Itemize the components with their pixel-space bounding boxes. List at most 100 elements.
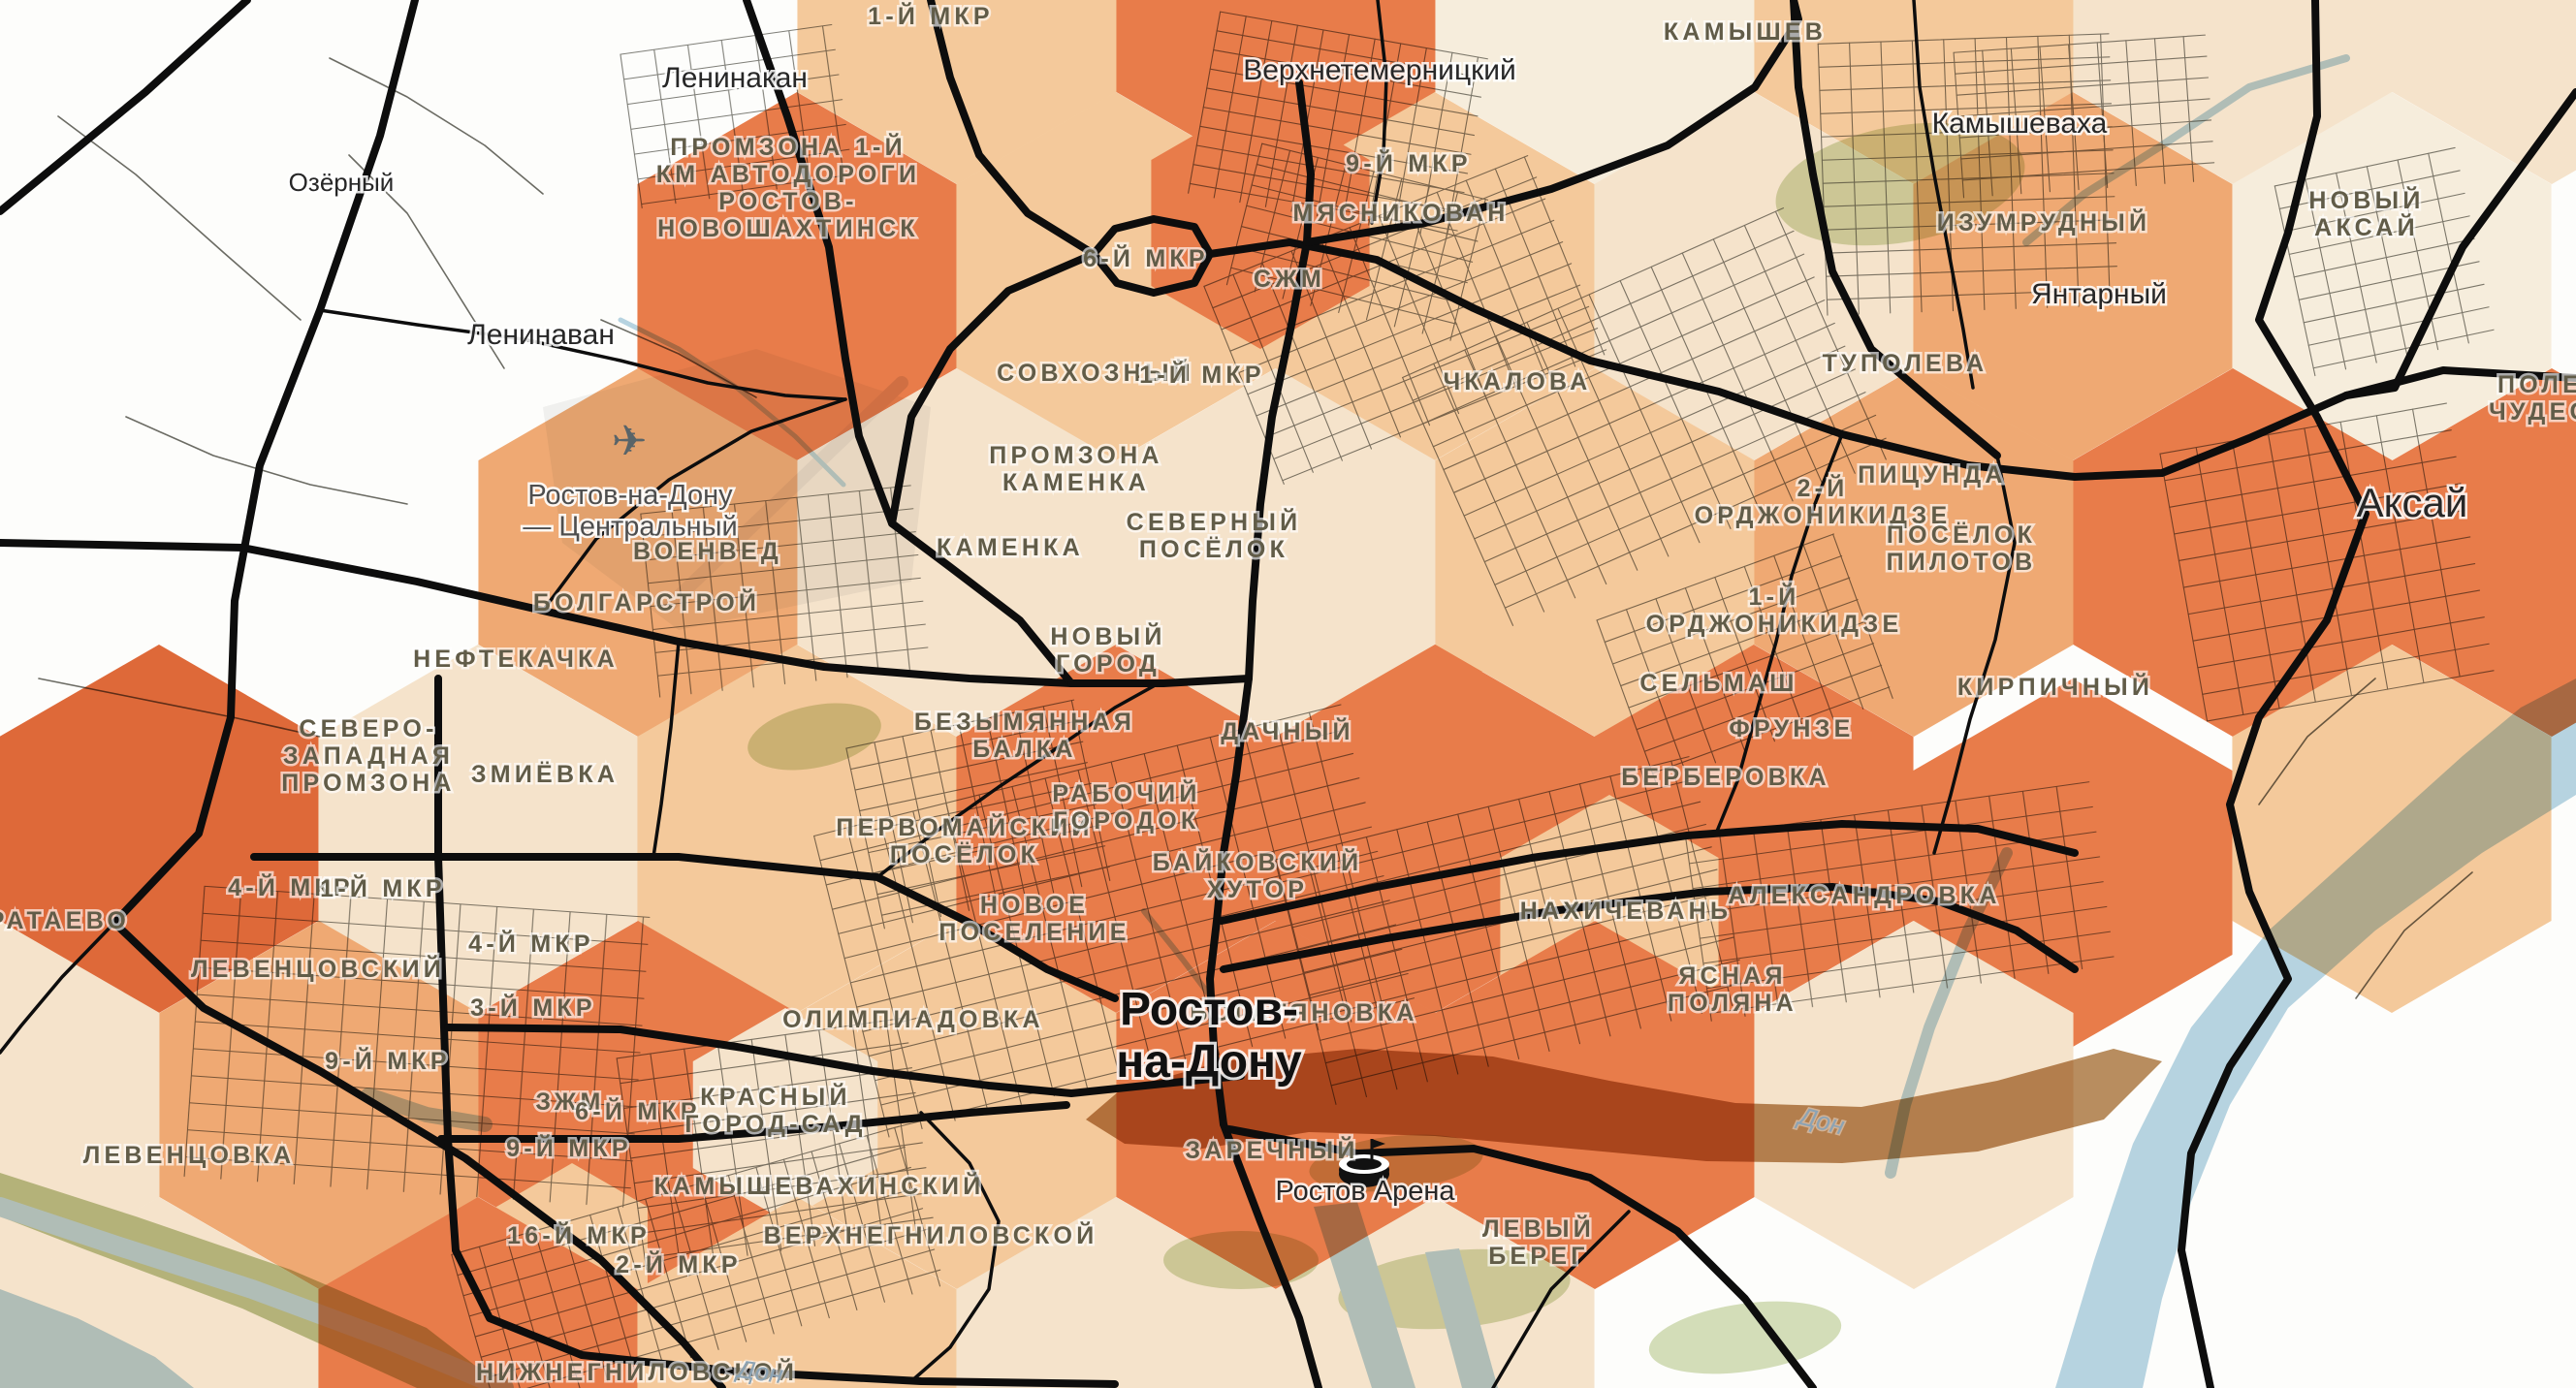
area-label: БОГАТЯНОВКА — [1190, 999, 1417, 1026]
hex-cell — [1913, 92, 2233, 460]
major-road — [1220, 1120, 1322, 1388]
major-road — [2178, 0, 2369, 1388]
area-label: БАЙКОВСКИЙ ХУТОР — [1153, 847, 1363, 903]
medium-road — [318, 308, 847, 401]
area-label: 6-Й МКР — [1083, 243, 1209, 272]
area-label: 9-Й МКР — [506, 1133, 632, 1162]
area-label: 3-Й МКР — [470, 993, 596, 1022]
area-label: КАМЫШЕВАХИНСКИЙ — [654, 1171, 985, 1200]
area-label: НЕФТЕКАЧКА — [413, 646, 619, 673]
area-label: АЛЕКСАНДРОВКА — [1728, 882, 2000, 909]
major-road — [444, 1024, 1245, 1097]
medium-road — [541, 397, 847, 613]
area-label: ОЛИМПИАДОВКА — [782, 1006, 1044, 1033]
hex-cell — [797, 921, 1117, 1289]
major-road — [1206, 79, 1315, 1128]
hex-cell — [1116, 368, 1436, 737]
area-label: 4-Й МКР — [468, 929, 594, 958]
river-valley-band — [1086, 1049, 2162, 1163]
area-label: НОВЫЙ АКСАЙ — [2308, 185, 2424, 241]
medium-road — [1370, 0, 1388, 225]
city-label: Аксай — [2357, 480, 2468, 525]
area-label: ДАЧНЫЙ — [1221, 716, 1354, 745]
city-label: Ростов-на-Дону — [1116, 984, 1302, 1088]
major-road — [437, 1101, 1070, 1143]
area-label: 2-Й ОРДЖОНИКИДЗЕ — [1695, 473, 1952, 529]
hex-cell — [2392, 368, 2576, 737]
hex-cell — [1275, 1197, 1595, 1388]
city-label: Ленинаван — [467, 319, 615, 351]
major-road — [2342, 88, 2576, 399]
medium-road — [0, 921, 116, 1055]
area-label: 6-Й МКР — [575, 1096, 701, 1125]
hex-cell — [0, 645, 319, 1013]
area-label: ЗЖМ — [535, 1088, 604, 1116]
city-label: Озёрный — [289, 168, 395, 197]
hex-cell — [637, 645, 957, 1013]
major-road — [743, 0, 1075, 687]
major-road — [1067, 675, 1253, 687]
area-label: БЕРБЕРОВКА — [1621, 764, 1830, 791]
area-label: ПОСЁЛОК ПИЛОТОВ — [1887, 521, 2037, 576]
area-label: 1-Й МКР — [1139, 360, 1265, 389]
hex-cell — [1435, 368, 1755, 737]
area-label: КАРАТАЕВО — [0, 907, 130, 934]
major-road — [1220, 883, 2079, 973]
area-label: СЕВЕРО-ЗАПАДНАЯ ПРОМЗОНА — [281, 715, 455, 797]
medium-road — [1932, 454, 2017, 855]
area-label: ВЕРХНЕГНИЛОВСКОЙ — [764, 1220, 1098, 1249]
hex-cell — [1116, 0, 1436, 184]
airport-plane-icon: ✈ — [612, 418, 648, 465]
area-label: ПЕРВОМАЙСКИЙ ПОСЁЛОК — [836, 812, 1093, 868]
area-label: ЗМИЁВКА — [471, 761, 619, 788]
medium-road — [652, 640, 681, 859]
medium-road — [1912, 0, 1975, 390]
area-label: РАБОЧИЙ ГОРОДОК — [1052, 778, 1200, 835]
area-label: ЧКАЛОВА — [1444, 368, 1592, 395]
area-label: КАМЫШЕВ — [1664, 18, 1827, 46]
city-label: Камышеваха — [1932, 108, 2108, 140]
area-label: БЕЗЫМЯННАЯ БАЛКА — [914, 709, 1135, 763]
hex-cell — [1913, 678, 2233, 1047]
major-road — [111, 0, 726, 1388]
medium-road — [875, 681, 1161, 879]
area-label: ИЗУМРУДНЫЙ — [1937, 207, 2151, 237]
major-road — [1206, 238, 2576, 481]
area-label: ЛЕВЕНЦОВСКИЙ — [191, 954, 445, 983]
medium-road — [1714, 432, 1844, 836]
major-road — [0, 0, 251, 215]
area-label: НИЖНЕГНИЛОВСКОЙ — [476, 1357, 798, 1386]
area-label: МЯСНИКОВАН — [1293, 200, 1510, 227]
area-label: БОЛГАРСТРОЙ — [533, 587, 760, 616]
hex-cell — [1594, 92, 1914, 460]
area-label: 1-Й МКР — [320, 873, 446, 902]
major-road — [1303, 0, 1802, 246]
city-label: Ленинакан — [662, 62, 808, 94]
area-label: ПОЛЕЧУДЕС — [2489, 371, 2576, 426]
area-label: СЖМ — [1254, 266, 1325, 293]
city-label: Янтарный — [2031, 278, 2167, 310]
hex-cell — [159, 921, 479, 1289]
hex-cell — [1151, 97, 1370, 349]
major-road — [888, 250, 1097, 527]
area-label: ВОЕНВЕД — [633, 538, 782, 565]
area-label: 16-Й МКР — [507, 1220, 651, 1249]
area-label: НАХИЧЕВАНЬ — [1520, 898, 1732, 925]
major-road — [1790, 0, 2001, 459]
hex-cell — [0, 1197, 319, 1388]
area-label: ЗАРЕЧНЫЙ — [1185, 1135, 1358, 1164]
area-label: СЕЛЬМАШ — [1639, 670, 1797, 697]
medium-road — [909, 1111, 1001, 1383]
area-label: НОВОЕ ПОСЕЛЕНИЕ — [938, 892, 1129, 946]
major-road — [1218, 820, 2079, 925]
area-label: КИРПИЧНЫЙ — [1957, 672, 2153, 701]
major-road — [434, 675, 1119, 1388]
hex-cell — [2392, 0, 2576, 184]
major-road — [1225, 1125, 1817, 1388]
area-label: СЕВЕРНЫЙ ПОСЁЛОК — [1127, 507, 1302, 563]
city-label: Верхнетемерницкий — [1243, 54, 1516, 86]
area-label: КРАСНЫЙ ГОРОД-САД — [684, 1082, 866, 1138]
area-label: ФРУНЗЕ — [1729, 715, 1854, 742]
